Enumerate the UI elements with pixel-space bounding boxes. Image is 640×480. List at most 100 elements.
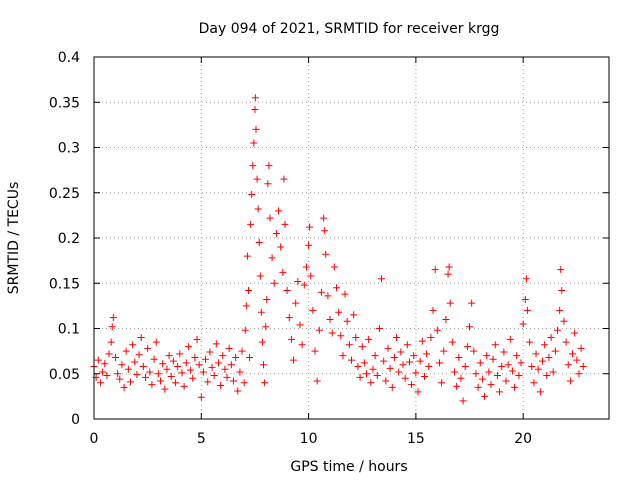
data-point bbox=[348, 356, 355, 364]
data-point bbox=[341, 290, 349, 298]
data-point bbox=[397, 348, 405, 356]
data-point bbox=[122, 347, 130, 355]
y-tick-label: 0.1 bbox=[58, 322, 80, 338]
data-point bbox=[197, 393, 205, 401]
data-point bbox=[401, 374, 409, 382]
data-point bbox=[472, 370, 480, 378]
data-point bbox=[337, 332, 345, 340]
data-point bbox=[206, 348, 214, 356]
data-point bbox=[245, 286, 252, 294]
y-tick-labels: 0 0.05 0.1 0.15 0.2 0.25 0.3 0.35 0.4 bbox=[49, 50, 80, 428]
data-point bbox=[382, 377, 390, 385]
data-point bbox=[399, 361, 407, 369]
x-tick-labels: 0 5 10 15 20 bbox=[90, 431, 533, 447]
data-point bbox=[114, 370, 122, 378]
data-point bbox=[223, 373, 231, 381]
y-tick-label: 0.3 bbox=[58, 141, 80, 157]
data-point bbox=[519, 320, 527, 328]
data-point bbox=[438, 379, 446, 387]
data-point bbox=[474, 383, 482, 391]
data-point bbox=[371, 352, 379, 360]
data-point bbox=[307, 272, 315, 280]
data-point bbox=[290, 356, 298, 364]
data-point bbox=[367, 379, 375, 387]
data-point bbox=[322, 250, 330, 258]
data-point bbox=[120, 383, 128, 391]
data-point bbox=[534, 365, 542, 373]
data-point bbox=[493, 372, 501, 380]
data-point bbox=[187, 366, 195, 374]
data-point bbox=[358, 343, 366, 351]
x-axis-label: GPS time / hours bbox=[290, 459, 407, 475]
chart-title: Day 094 of 2021, SRMTID for receiver krg… bbox=[199, 21, 500, 37]
data-point bbox=[575, 370, 583, 378]
data-point bbox=[107, 338, 115, 346]
data-point bbox=[189, 374, 197, 382]
x-tick-label: 0 bbox=[90, 431, 99, 447]
data-point bbox=[317, 288, 325, 296]
data-point bbox=[298, 341, 306, 349]
y-tick-label: 0.05 bbox=[49, 367, 80, 383]
data-point bbox=[287, 335, 295, 343]
data-point bbox=[174, 363, 182, 371]
data-point bbox=[105, 350, 113, 358]
data-point bbox=[313, 377, 321, 385]
data-point bbox=[352, 334, 360, 342]
data-point bbox=[159, 360, 167, 368]
data-point bbox=[373, 372, 381, 380]
data-point bbox=[356, 373, 364, 381]
data-point bbox=[137, 334, 145, 342]
data-point bbox=[378, 275, 386, 283]
data-point bbox=[101, 360, 109, 368]
data-point bbox=[265, 162, 273, 170]
data-point bbox=[579, 363, 587, 371]
data-point bbox=[126, 378, 134, 386]
data-point bbox=[508, 367, 516, 375]
data-point bbox=[191, 353, 199, 361]
data-point bbox=[566, 377, 574, 385]
data-point bbox=[496, 388, 504, 396]
data-point bbox=[184, 343, 192, 351]
data-point bbox=[324, 292, 332, 300]
data-point bbox=[116, 375, 124, 383]
data-point bbox=[405, 358, 413, 366]
data-point bbox=[384, 344, 392, 352]
data-point bbox=[446, 299, 454, 307]
data-point bbox=[195, 361, 203, 369]
data-point bbox=[178, 369, 186, 377]
data-point bbox=[515, 372, 523, 380]
data-point bbox=[243, 252, 251, 260]
data-point bbox=[94, 356, 102, 364]
y-tick-label: 0.4 bbox=[58, 50, 80, 66]
data-point bbox=[455, 353, 463, 361]
x-tick-label: 5 bbox=[197, 431, 206, 447]
data-point bbox=[210, 372, 218, 380]
data-point bbox=[139, 363, 147, 371]
data-point bbox=[448, 338, 456, 346]
data-point bbox=[420, 372, 428, 380]
data-point bbox=[521, 296, 529, 304]
data-point bbox=[478, 375, 486, 383]
data-point bbox=[463, 343, 471, 351]
data-point bbox=[547, 334, 555, 342]
data-point bbox=[108, 323, 116, 331]
data-point bbox=[410, 352, 418, 360]
data-points bbox=[90, 94, 587, 405]
data-point bbox=[157, 377, 165, 385]
data-point bbox=[470, 347, 478, 355]
data-point bbox=[332, 284, 340, 292]
data-point bbox=[248, 191, 256, 199]
data-point bbox=[343, 317, 351, 325]
data-point bbox=[129, 341, 137, 349]
data-point bbox=[506, 335, 514, 343]
data-point bbox=[261, 379, 269, 387]
data-point bbox=[354, 363, 362, 371]
data-point bbox=[146, 368, 154, 376]
data-point bbox=[577, 344, 585, 352]
data-point bbox=[532, 350, 540, 358]
data-point bbox=[523, 306, 531, 314]
x-tick-label: 15 bbox=[407, 431, 425, 447]
data-point bbox=[326, 315, 334, 323]
data-point bbox=[485, 368, 493, 376]
data-point bbox=[573, 356, 581, 364]
